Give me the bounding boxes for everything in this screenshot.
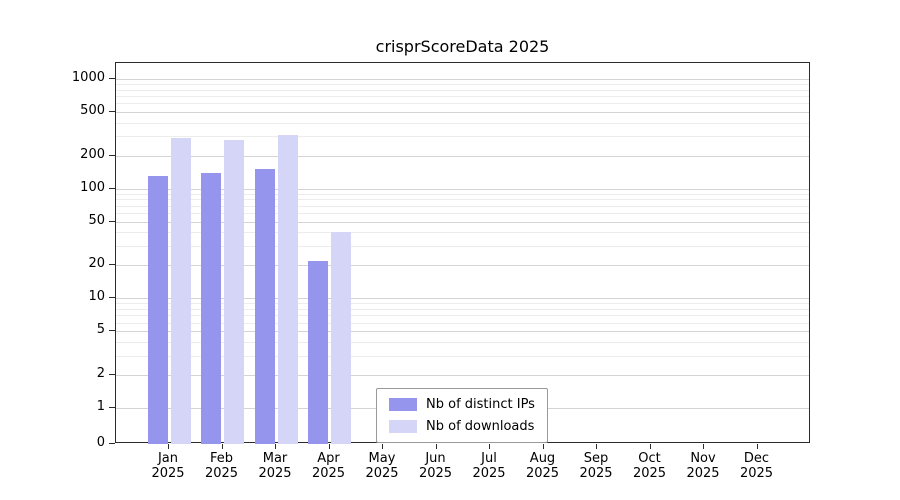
minor-gridline [116, 245, 809, 247]
chart-title: crisprScoreData 2025 [375, 37, 550, 56]
y-axis-tick [109, 220, 115, 222]
legend: Nb of distinct IPs Nb of downloads [376, 388, 548, 443]
bar-downloads-jan [170, 137, 191, 444]
x-axis-tick [382, 444, 383, 449]
major-gridline [116, 374, 809, 376]
y-axis-tick [109, 77, 115, 79]
y-axis-tick [109, 330, 115, 332]
minor-gridline [116, 232, 809, 234]
bar-downloads-apr [331, 232, 351, 444]
y-axis-tick-label: 100 [80, 179, 105, 195]
x-axis-month-label-oct: Oct 2025 [632, 451, 667, 482]
legend-item-distinct-ips: Nb of distinct IPs [389, 397, 535, 412]
minor-gridline [116, 95, 809, 97]
x-axis-tick [168, 444, 169, 449]
minor-gridline [116, 205, 809, 207]
x-axis-month-label-dec: Dec 2025 [739, 451, 774, 482]
x-axis-tick [542, 444, 544, 449]
minor-gridline [116, 212, 809, 214]
x-axis-month-label-jan: Jan 2025 [151, 451, 185, 482]
legend-swatch-downloads [389, 420, 417, 433]
minor-gridline [116, 83, 809, 85]
bar-distinct-ips-jan [147, 176, 168, 444]
x-axis-tick [756, 444, 758, 449]
minor-gridline [116, 193, 809, 195]
y-axis-tick-label: 5 [96, 322, 105, 338]
legend-label-distinct-ips: Nb of distinct IPs [426, 397, 535, 412]
bar-downloads-feb [224, 139, 244, 444]
y-axis-tick-label: 200 [80, 146, 105, 162]
major-gridline [116, 155, 809, 157]
bar-downloads-mar [277, 134, 298, 444]
y-axis-tick [109, 297, 115, 299]
major-gridline [116, 111, 809, 113]
x-axis-month-label-aug: Aug 2025 [525, 451, 560, 482]
y-axis-tick-label: 2 [96, 365, 105, 381]
minor-gridline [116, 341, 809, 343]
x-axis-month-label-sep: Sep 2025 [579, 451, 613, 482]
major-gridline [116, 221, 809, 223]
x-axis-month-label-apr: Apr 2025 [311, 451, 346, 482]
minor-gridline [116, 322, 809, 324]
minor-gridline [116, 89, 809, 91]
x-axis-tick [275, 444, 276, 449]
major-gridline [116, 298, 809, 300]
x-axis-tick [435, 444, 437, 449]
y-axis-tick [109, 264, 115, 266]
plot-area [115, 62, 810, 444]
y-axis-tick [109, 407, 115, 408]
y-axis-tick [109, 443, 115, 444]
y-axis-tick-label: 500 [80, 102, 105, 118]
legend-label-downloads: Nb of downloads [426, 419, 535, 434]
bar-distinct-ips-apr [308, 260, 328, 444]
major-gridline [116, 78, 809, 80]
minor-gridline [116, 315, 809, 317]
minor-gridline [116, 303, 809, 305]
minor-gridline [116, 355, 809, 357]
y-axis-tick-label: 20 [88, 256, 105, 272]
y-axis-tick [109, 373, 115, 375]
y-axis-tick [109, 187, 115, 189]
y-axis-tick-label: 0 [96, 435, 105, 450]
bar-distinct-ips-feb [201, 172, 221, 444]
minor-gridline [116, 136, 809, 138]
y-axis-tick-label: 1 [96, 399, 105, 414]
y-axis-tick [109, 110, 115, 112]
minor-gridline [116, 103, 809, 105]
x-axis-tick [221, 444, 223, 449]
y-axis-tick-label: 50 [88, 212, 105, 228]
minor-gridline [116, 199, 809, 201]
minor-gridline [116, 122, 809, 124]
x-axis-tick [489, 444, 490, 449]
legend-swatch-distinct-ips [389, 398, 417, 411]
x-axis-tick [703, 444, 704, 449]
x-axis-month-label-mar: Mar 2025 [258, 451, 292, 482]
minor-gridline [116, 308, 809, 310]
x-axis-month-label-jun: Jun 2025 [418, 451, 453, 482]
x-axis-month-label-may: May 2025 [365, 451, 399, 482]
x-axis-tick [596, 444, 597, 449]
major-gridline [116, 188, 809, 190]
major-gridline [116, 265, 809, 267]
y-axis-tick [109, 154, 115, 156]
x-axis-tick [328, 444, 330, 449]
major-gridline [116, 331, 809, 333]
x-axis-month-label-feb: Feb 2025 [204, 451, 239, 482]
x-axis-tick [649, 444, 651, 449]
bar-distinct-ips-mar [254, 169, 275, 444]
x-axis-month-label-jul: Jul 2025 [472, 451, 506, 482]
legend-item-downloads: Nb of downloads [389, 419, 535, 434]
y-axis-tick-label: 10 [88, 289, 105, 305]
y-axis-tick-label: 1000 [71, 69, 105, 85]
x-axis-month-label-nov: Nov 2025 [686, 451, 720, 482]
